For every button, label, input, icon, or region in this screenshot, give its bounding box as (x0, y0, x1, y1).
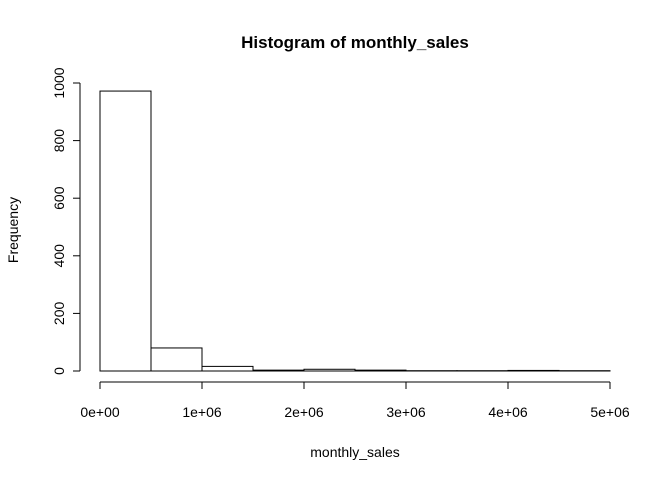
x-tick-label-5: 5e+06 (590, 404, 630, 420)
x-axis: 0e+00 1e+06 2e+06 3e+06 4e+06 5e+06 (80, 381, 630, 420)
histogram-bar-2 (201, 365, 254, 372)
x-tick-label-2: 2e+06 (284, 404, 324, 420)
y-axis-label: Frequency (5, 197, 21, 263)
x-tick-label-4: 4e+06 (488, 404, 528, 420)
histogram-bar-5 (354, 369, 407, 372)
y-tick-label-5: 1000 (51, 67, 67, 98)
histogram-bar-3 (252, 369, 305, 372)
y-axis: 0 200 400 600 800 1000 (51, 67, 81, 375)
x-tick-label-1: 1e+06 (182, 404, 222, 420)
y-tick-label-0: 0 (51, 367, 67, 375)
y-tick-label-1: 200 (51, 302, 67, 326)
histogram-bar-0 (99, 90, 152, 372)
chart-title: Histogram of monthly_sales (241, 33, 469, 52)
x-tick-label-3: 3e+06 (386, 404, 426, 420)
x-axis-label: monthly_sales (310, 444, 400, 460)
histogram-bar-1 (150, 347, 203, 372)
y-tick-label-4: 800 (51, 129, 67, 153)
histogram-bars (99, 90, 611, 372)
y-tick-label-3: 600 (51, 186, 67, 210)
x-tick-label-0: 0e+00 (80, 404, 120, 420)
y-tick-label-2: 400 (51, 244, 67, 268)
histogram-bar-8 (507, 369, 560, 372)
histogram-bar-4 (303, 368, 356, 372)
